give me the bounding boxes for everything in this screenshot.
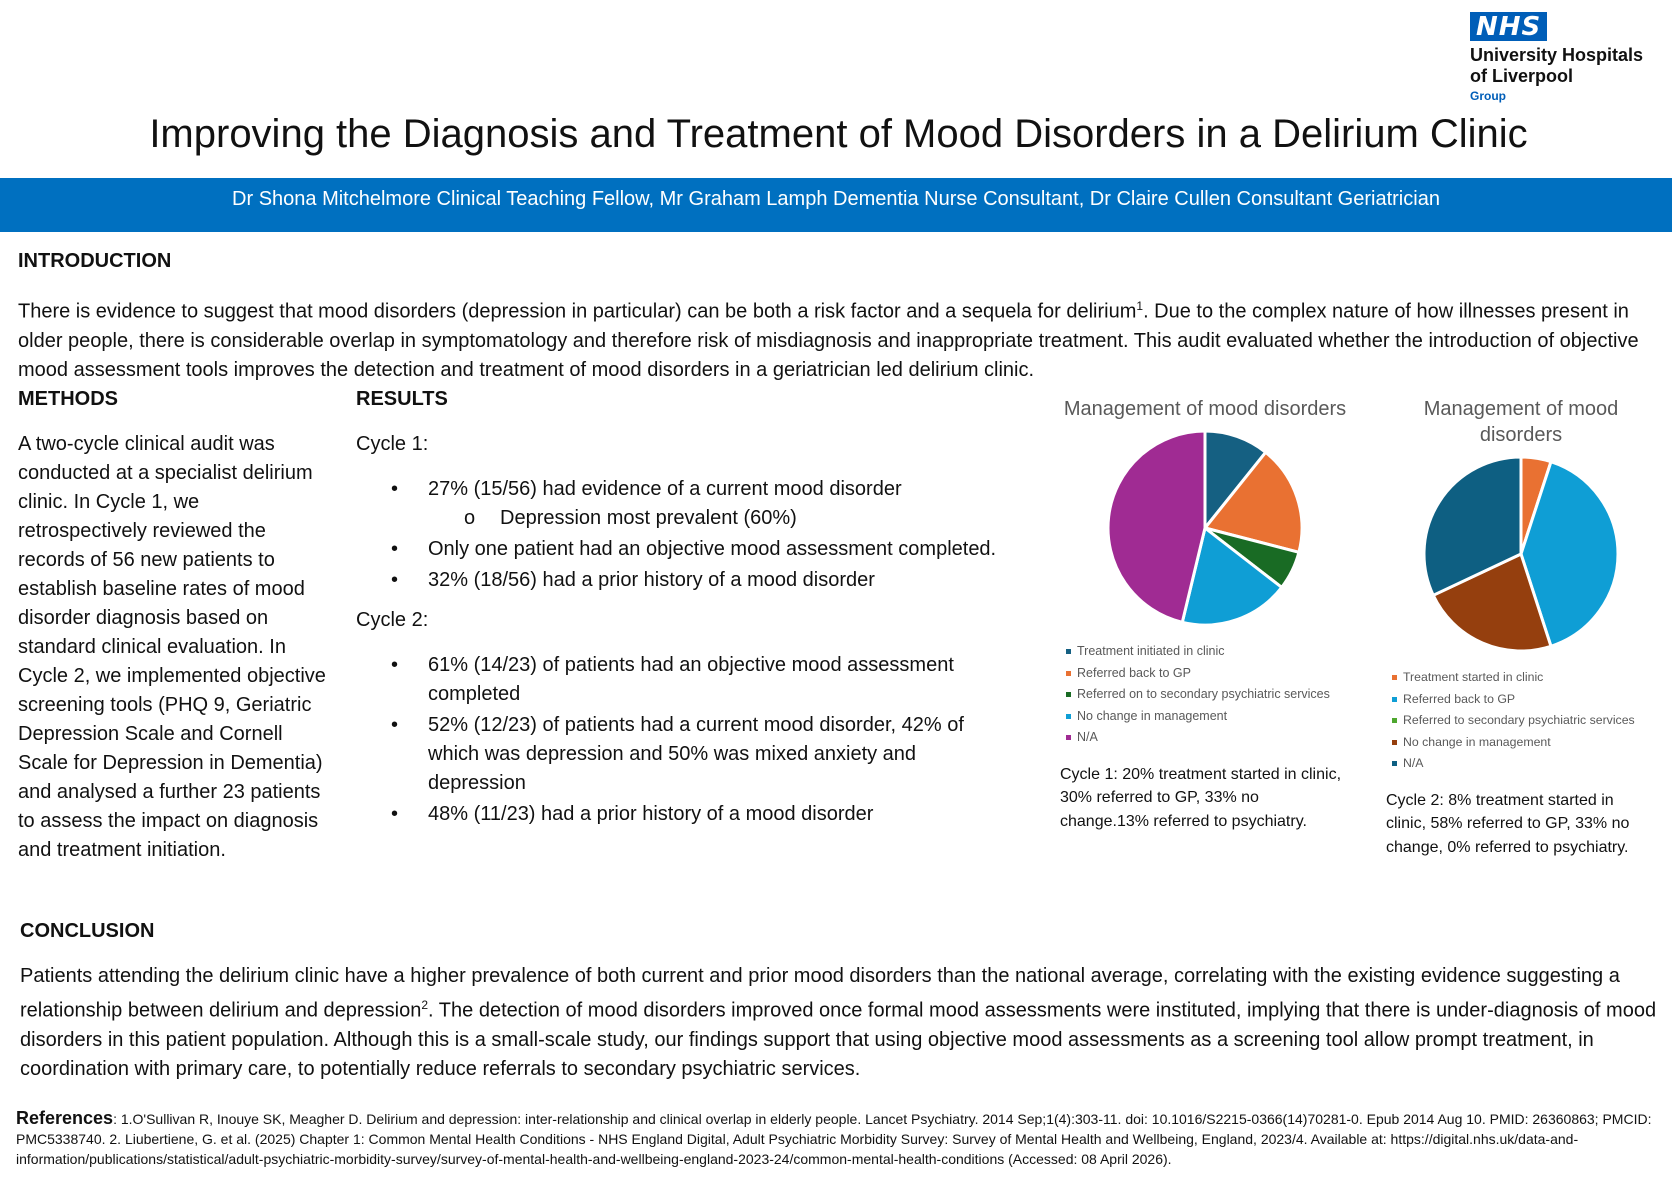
- cycle1-item1-text: 27% (15/56) had evidence of a current mo…: [428, 478, 902, 500]
- pie-slice: [1422, 455, 1523, 598]
- introduction-text: There is evidence to suggest that mood d…: [18, 292, 1668, 385]
- legend-item: Referred back to GP: [1392, 689, 1666, 711]
- legend-label: Referred to secondary psychiatric servic…: [1403, 713, 1635, 727]
- legend-label: N/A: [1403, 756, 1424, 770]
- chart-cycle2: Management of mood disorders Treatment s…: [1386, 396, 1666, 859]
- legend-item: Treatment started in clinic: [1392, 667, 1666, 689]
- chart-cycle1: Management of mood disorders Treatment i…: [1060, 396, 1350, 833]
- cycle2-item: 61% (14/23) of patients had an objective…: [356, 651, 1006, 709]
- conclusion-text: Patients attending the delirium clinic h…: [20, 962, 1670, 1084]
- cycle1-item: 32% (18/56) had a prior history of a moo…: [356, 566, 1006, 595]
- results-body: Cycle 1: 27% (15/56) had evidence of a c…: [356, 430, 1006, 831]
- legend-label: No change in management: [1077, 708, 1228, 723]
- legend-item: No change in management: [1066, 706, 1350, 728]
- cycle2-item: 48% (11/23) had a prior history of a moo…: [356, 800, 1006, 829]
- conclusion-text-part2: . The detection of mood disorders improv…: [20, 999, 1657, 1080]
- methods-text: A two-cycle clinical audit was conducted…: [18, 433, 326, 861]
- conclusion-heading: CONCLUSION: [20, 920, 155, 942]
- authors-band: Dr Shona Mitchelmore Clinical Teaching F…: [0, 178, 1672, 232]
- org-name-line3: Group: [1470, 89, 1506, 103]
- nhs-badge: NHS: [1470, 12, 1548, 41]
- cycle1-item: Only one patient had an objective mood a…: [356, 535, 1006, 564]
- legend-item: No change in management: [1392, 732, 1666, 754]
- legend-swatch: [1066, 735, 1071, 740]
- intro-text-part1: There is evidence to suggest that mood d…: [18, 300, 1137, 323]
- references-label: References: [16, 1108, 114, 1128]
- legend-item: Referred back to GP: [1066, 663, 1350, 685]
- cycle1-item: 27% (15/56) had evidence of a current mo…: [356, 475, 1006, 533]
- legend-swatch: [1392, 761, 1397, 766]
- chart1-caption: Cycle 1: 20% treatment started in clinic…: [1060, 765, 1342, 830]
- org-name-line2: of Liverpool: [1470, 66, 1573, 86]
- legend-label: Referred back to GP: [1403, 691, 1516, 706]
- intro-text-part2: . Due to the complex nature of how illne…: [18, 300, 1639, 381]
- cycle2-item: 52% (12/23) of patients had a current mo…: [356, 711, 1006, 798]
- references: References: 1.O'Sullivan R, Inouye SK, M…: [16, 1108, 1666, 1169]
- results-heading: RESULTS: [356, 388, 448, 410]
- chart2-title: Management of mood disorders: [1423, 398, 1619, 446]
- legend-swatch: [1066, 692, 1071, 697]
- conclusion-citation: 2: [421, 998, 429, 1012]
- cycle1-subitem: Depression most prevalent (60%): [356, 504, 1006, 533]
- org-name-line1: University Hospitals: [1470, 45, 1644, 65]
- legend-item: Referred to secondary psychiatric servic…: [1392, 710, 1666, 732]
- legend-item: Referred on to secondary psychiatric ser…: [1066, 684, 1350, 706]
- legend-label: Treatment started in clinic: [1403, 670, 1544, 684]
- legend-swatch: [1392, 739, 1397, 745]
- pie-slice: [1202, 450, 1304, 555]
- authors-text: Dr Shona Mitchelmore Clinical Teaching F…: [232, 188, 1440, 210]
- chart2-pie: [1422, 455, 1620, 653]
- cycle1-label: Cycle 1:: [356, 433, 429, 455]
- legend-label: N/A: [1077, 730, 1098, 744]
- chart1-legend: Treatment initiated in clinic Referred b…: [1066, 641, 1350, 749]
- legend-label: Referred on to secondary psychiatric ser…: [1077, 687, 1330, 701]
- intro-citation: 1: [1136, 299, 1144, 313]
- legend-label: Referred back to GP: [1077, 665, 1191, 680]
- cycle1-list: 27% (15/56) had evidence of a current mo…: [356, 475, 1006, 595]
- legend-label: No change in management: [1403, 734, 1551, 749]
- chart2-legend: Treatment started in clinic Referred bac…: [1392, 667, 1666, 775]
- poster-title: Improving the Diagnosis and Treatment of…: [149, 112, 1528, 156]
- legend-item: N/A: [1392, 753, 1666, 775]
- legend-item: Treatment initiated in clinic: [1066, 641, 1350, 663]
- chart1-pie: [1106, 429, 1304, 627]
- methods-heading: METHODS: [18, 388, 118, 410]
- chart1-title: Management of mood disorders: [1063, 398, 1347, 420]
- legend-swatch: [1066, 670, 1071, 676]
- legend-swatch: [1066, 649, 1071, 654]
- legend-swatch: [1392, 696, 1397, 702]
- chart2-caption: Cycle 2: 8% treatment started in clinic,…: [1386, 791, 1630, 856]
- introduction-heading: INTRODUCTION: [18, 250, 172, 272]
- nhs-logo: NHS University Hospitals of Liverpool Gr…: [1470, 12, 1655, 103]
- pie-slice: [1180, 525, 1284, 627]
- legend-label: Treatment initiated in clinic: [1077, 644, 1225, 658]
- cycle2-label: Cycle 2:: [356, 609, 429, 631]
- cycle2-list: 61% (14/23) of patients had an objective…: [356, 651, 1006, 829]
- pie-slice: [1519, 459, 1620, 649]
- pie-slice: [1106, 429, 1207, 625]
- legend-swatch: [1066, 713, 1071, 719]
- conclusion-text-part1: Patients attending the delirium clinic h…: [20, 965, 1620, 1022]
- legend-swatch: [1392, 675, 1397, 680]
- legend-swatch: [1392, 718, 1397, 723]
- references-text: : 1.O'Sullivan R, Inouye SK, Meagher D. …: [16, 1111, 1652, 1167]
- legend-item: N/A: [1066, 727, 1350, 749]
- pie-slice: [1431, 551, 1553, 653]
